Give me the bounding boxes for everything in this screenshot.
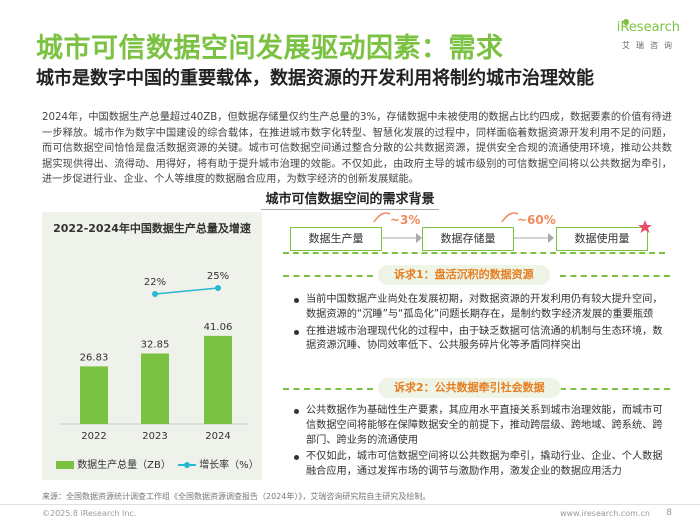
need2-dash-right (560, 388, 670, 390)
x-tick-2024: 2024 (205, 431, 230, 442)
x-tick-2022: 2022 (81, 431, 106, 442)
flow-box-storage: 数据存储量 (422, 227, 514, 251)
chart-title: 2022-2024年中国数据生产总量及增速 (53, 222, 251, 235)
flow-arc-1 (373, 212, 391, 223)
growth-label-2023: 22% (144, 277, 166, 288)
need1-bullet-1: 当前中国数据产业尚处在发展初期，对数据资源的开发利用仍有较大提升空间，数据资源的… (294, 293, 670, 323)
flow-divider (283, 252, 665, 254)
logo-mark-icon (623, 19, 629, 25)
growth-point-2023 (152, 291, 158, 297)
flow-pct-usage: ~60% (517, 213, 556, 227)
flow-box-production: 数据生产量 (290, 227, 382, 251)
section-title-text: 城市可信数据空间的需求背景 (261, 192, 439, 210)
star-icon (638, 220, 652, 233)
section-title: 城市可信数据空间的需求背景 (0, 188, 700, 210)
flow-arrow-2 (514, 233, 554, 243)
footer-url[interactable]: www.iresearch.com.cn (560, 509, 650, 518)
flow-arrow-1 (382, 233, 422, 243)
need2-bullets: 公共数据作为基础性生产要素，其应用水平直接关系到城市治理效能，而城市可信数据空间… (294, 404, 670, 482)
page-subtitle: 城市是数字中国的重要载体，数据资源的开发利用将制约城市治理效能 (36, 68, 594, 89)
need1-bullets: 当前中国数据产业尚处在发展初期，对数据资源的开发利用仍有较大提升空间，数据资源的… (294, 293, 670, 356)
logo-text: iResearch (616, 20, 680, 35)
need1-dash-left (283, 275, 373, 277)
iresearch-logo: iResearch 艾瑞咨询 (592, 18, 684, 58)
legend-line-label: 增长率（%） (199, 460, 259, 471)
source-note: 来源：全国数据资源统计调查工作组《全国数据资源调查报告（2024年）》，艾瑞咨询… (42, 492, 431, 501)
logo-subtext: 艾瑞咨询 (622, 41, 678, 50)
flow-box-usage: 数据使用量 (556, 227, 648, 251)
need2-bullet-1: 公共数据作为基础性生产要素，其应用水平直接关系到城市治理效能，而城市可信数据空间… (294, 404, 670, 448)
flow-pct-storage: ~3% (390, 213, 421, 227)
need2-bullet-2: 不仅如此，城市可信数据空间将以公共数据为牵引，撬动行业、企业、个人数据融合应用，… (294, 450, 670, 480)
legend-bar-swatch (56, 461, 74, 469)
need2-pill: 诉求2：公共数据牵引社会数据 (378, 378, 561, 398)
page-title: 城市可信数据空间发展驱动因素：需求 (36, 33, 504, 64)
need1-pill: 诉求1：盘活沉积的数据资源 (378, 265, 550, 285)
bar-label-2022: 26.83 (80, 352, 109, 363)
need2-dash-left (283, 388, 373, 390)
legend-line: 增长率（%） (178, 456, 259, 471)
bar-2023 (141, 353, 169, 424)
bar-label-2023: 32.85 (141, 339, 170, 350)
x-tick-2023: 2023 (142, 431, 167, 442)
need1-dash-right (560, 275, 670, 277)
legend-bar-label: 数据生产总量（ZB） (77, 460, 171, 471)
bar-2022 (80, 366, 108, 424)
bar-2024 (204, 335, 232, 424)
bar-label-2024: 41.06 (204, 322, 233, 333)
growth-line (154, 287, 219, 295)
page-number: 8 (666, 508, 672, 518)
bar-line-chart: 26.83 2022 32.85 2023 41.06 2024 22% 25% (60, 271, 248, 442)
flow-arc-2 (501, 212, 519, 223)
intro-paragraph: 2024年，中国数据生产总量超过40ZB，但数据存储量仅约生产总量的3%，存储数… (42, 112, 672, 186)
growth-label-2024: 25% (207, 271, 229, 282)
chart-card: 2022-2024年中国数据生产总量及增速 26.83 2022 32.85 2023… (42, 212, 262, 480)
legend-bar: 数据生产总量（ZB） (56, 456, 171, 471)
legend-line-swatch (178, 462, 196, 468)
footer-divider (0, 504, 700, 505)
growth-point-2024 (215, 285, 221, 291)
copyright: ©2025.8 iResearch Inc. (42, 509, 137, 518)
need1-bullet-2: 在推进城市治理现代化的过程中，由于缺乏数据可信流通的机制与生态环境，数据资源沉睡… (294, 325, 670, 355)
